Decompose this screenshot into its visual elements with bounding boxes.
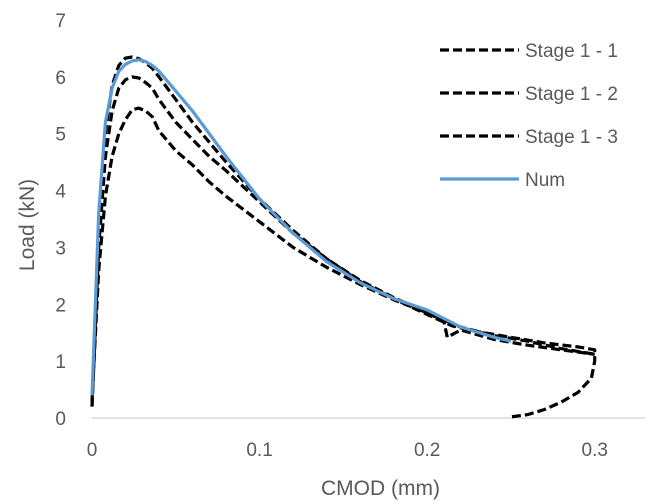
legend-label: Stage 1 - 1 [525,41,618,62]
y-tick-label: 7 [55,11,66,32]
x-tick-label: 0.3 [582,440,608,461]
series-line-1 [90,55,597,419]
y-tick-label: 6 [55,68,66,89]
x-axis-title: CMOD (mm) [321,477,440,500]
y-tick-label: 3 [55,238,66,259]
series-line-2 [90,75,595,407]
y-tick-label: 5 [55,125,66,146]
legend: Stage 1 - 1 Stage 1 - 2 Stage 1 - 3 Num [440,41,618,191]
series-layer [90,55,597,419]
x-axis-tick-labels: 0 0.1 0.2 0.3 [87,440,608,461]
y-tick-label: 0 [55,409,66,430]
x-tick-label: 0.2 [414,440,440,461]
x-tick-label: 0 [87,440,98,461]
series-line-4 [90,58,512,396]
y-tick-label: 4 [55,182,66,203]
legend-label: Stage 1 - 3 [525,127,618,148]
series-line-3 [90,106,595,401]
x-tick-label: 0.1 [246,440,272,461]
y-tick-label: 1 [55,352,66,373]
y-axis-title: Load (kN) [16,179,39,271]
y-tick-label: 2 [55,295,66,316]
legend-label: Stage 1 - 2 [525,84,618,105]
y-axis-tick-labels: 0 1 2 3 4 5 6 7 [55,11,66,430]
legend-label: Num [525,170,565,191]
